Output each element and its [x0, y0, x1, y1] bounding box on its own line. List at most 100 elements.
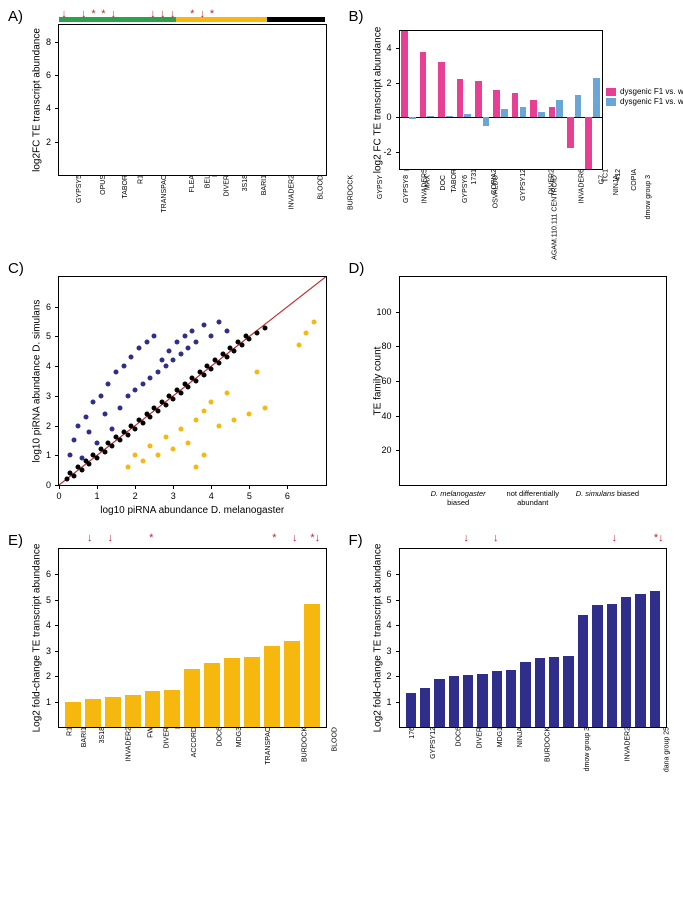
bar: [224, 658, 240, 727]
annotation: [444, 533, 459, 544]
bar: [650, 591, 660, 727]
point-blue: [91, 399, 96, 404]
y-tick-label: 80: [381, 341, 391, 351]
group-strip: [59, 17, 176, 22]
annotation: [121, 533, 142, 544]
point-black: [72, 474, 77, 479]
point-black: [254, 331, 259, 336]
point-blue: [79, 456, 84, 461]
bar: [65, 702, 81, 727]
x-label: DIVER: [220, 175, 230, 196]
x-label: 412: [612, 169, 622, 181]
bar: [446, 116, 453, 118]
annotation: ↓: [100, 533, 121, 544]
panel-b-label: B): [349, 8, 364, 25]
panel-e: E) Log2 fold-change TE transcript abunda…: [10, 534, 333, 808]
x-label: 3S18: [239, 175, 249, 191]
panel-b-ylabel: log2 FC TE transcript abundance: [372, 27, 383, 174]
x-label: INVADER5: [419, 169, 429, 204]
y-tick-label: 6: [386, 569, 391, 579]
point-yellow: [194, 465, 199, 470]
x-label: TABOR: [448, 169, 458, 193]
point-blue: [72, 438, 77, 443]
point-blue: [121, 364, 126, 369]
y-tick: [396, 346, 400, 347]
y-tick-label: 2: [46, 671, 51, 681]
bar: [449, 676, 459, 727]
bar: [244, 657, 260, 727]
point-blue: [178, 352, 183, 357]
y-tick-label: 1: [46, 697, 51, 707]
x-label: BLOOD: [328, 727, 338, 752]
annotation: [548, 533, 563, 544]
point-blue: [182, 334, 187, 339]
x-label: TRANSPAC: [158, 175, 168, 213]
annotation: ↓: [80, 533, 101, 544]
y-tick-label: 4: [46, 361, 51, 371]
bar: [204, 663, 220, 727]
point-yellow: [304, 331, 309, 336]
x-label: DIVER2: [545, 169, 555, 194]
point-blue: [163, 364, 168, 369]
x-label: GYPSY12: [427, 727, 437, 759]
point-black: [64, 477, 69, 482]
panel-f-ylabel: Log2 fold-change TE transcript abundance: [372, 544, 383, 733]
bar: [477, 674, 487, 727]
bar: [434, 679, 444, 727]
point-yellow: [224, 390, 229, 395]
bar: [520, 662, 530, 727]
point-black: [163, 402, 168, 407]
point-blue: [136, 346, 141, 351]
bar: [463, 675, 473, 727]
x-label: INVADER6: [575, 169, 585, 204]
point-blue: [155, 370, 160, 375]
y-tick-label: 4: [386, 43, 391, 53]
x-label: ACCORD: [188, 727, 198, 757]
bar: [184, 669, 200, 727]
annotation: ↓: [488, 533, 503, 544]
y-tick-label: 40: [381, 411, 391, 421]
legend-swatch: [606, 88, 616, 96]
annotation: *↓: [305, 533, 326, 544]
x-label: GYPSY12: [517, 169, 527, 201]
bar: [493, 90, 500, 118]
y-tick: [396, 416, 400, 417]
point-blue: [140, 381, 145, 386]
x-tick-label: 0: [56, 485, 61, 501]
x-label: DOC6: [453, 727, 463, 746]
point-yellow: [201, 453, 206, 458]
point-black: [209, 367, 214, 372]
bar: [506, 670, 516, 727]
bar: [538, 112, 545, 117]
point-yellow: [232, 417, 237, 422]
y-tick-label: 5: [46, 331, 51, 341]
point-yellow: [262, 405, 267, 410]
legend-item: dysgenic F1 vs. w1118: [606, 97, 683, 106]
panel-f-chart: Log2 fold-change TE transcript abundance…: [399, 548, 668, 728]
bar: [549, 657, 559, 727]
y-tick-label: 0: [46, 480, 51, 490]
bar: [427, 116, 434, 118]
point-yellow: [171, 447, 176, 452]
y-tick-label: 1: [386, 697, 391, 707]
annotation: [400, 533, 415, 544]
panel-a-chart: log2FC TE transcript abundance 2468 ↓↓**…: [58, 24, 327, 176]
panel-f: F) Log2 fold-change TE transcript abunda…: [351, 534, 674, 808]
diagonal-line: [59, 277, 326, 485]
x-label: TRANSPAC: [262, 727, 272, 765]
point-blue: [144, 340, 149, 345]
annotation: [518, 533, 533, 544]
point-blue: [190, 328, 195, 333]
point-black: [102, 450, 107, 455]
point-blue: [152, 334, 157, 339]
bar: [85, 699, 101, 727]
bar: [535, 658, 545, 727]
bar: [585, 117, 592, 169]
point-black: [95, 456, 100, 461]
x-label: INVADER2: [122, 727, 132, 762]
x-label: MDG3: [233, 727, 243, 747]
point-black: [201, 373, 206, 378]
bar: [492, 671, 502, 727]
panel-b: B) log2 FC TE transcript abundance -2024…: [351, 10, 674, 244]
x-label: MDG1: [494, 727, 504, 747]
